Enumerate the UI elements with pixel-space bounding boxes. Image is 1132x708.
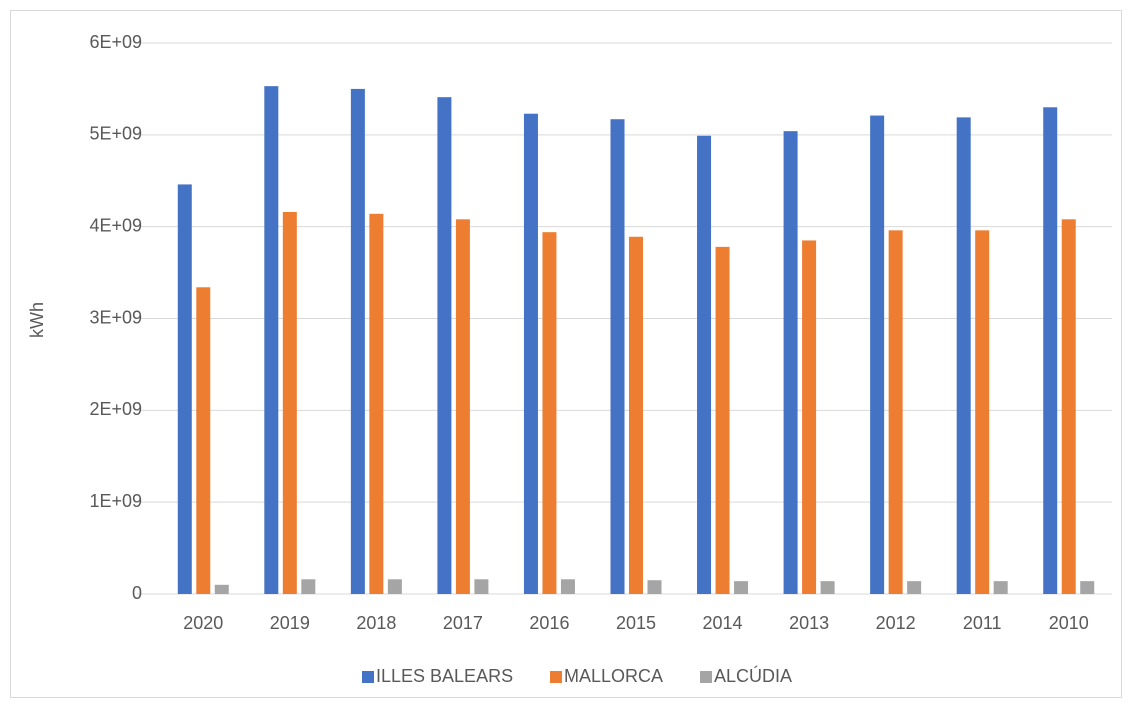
y-tick-label: 3E+09 bbox=[89, 307, 142, 327]
bar bbox=[1043, 107, 1058, 595]
bar bbox=[1061, 219, 1076, 594]
x-tick-label: 2015 bbox=[616, 613, 656, 633]
legend-swatch bbox=[550, 671, 562, 683]
bar bbox=[177, 184, 192, 594]
legend-swatch bbox=[700, 671, 712, 683]
bar bbox=[993, 581, 1008, 594]
x-tick-label: 2014 bbox=[703, 613, 743, 633]
bar bbox=[196, 287, 211, 594]
bar bbox=[629, 236, 643, 595]
bar bbox=[647, 580, 662, 594]
bar bbox=[369, 213, 384, 594]
y-tick-label: 6E+09 bbox=[89, 32, 142, 52]
bar bbox=[956, 117, 971, 594]
bar bbox=[264, 86, 279, 594]
legend-swatch bbox=[362, 671, 374, 683]
bar bbox=[455, 219, 470, 594]
bar bbox=[734, 581, 749, 594]
x-tick-label: 2019 bbox=[270, 613, 310, 633]
bar bbox=[523, 113, 538, 594]
y-tick-label: 2E+09 bbox=[89, 399, 142, 419]
x-tick-label: 2017 bbox=[443, 613, 483, 633]
bar bbox=[387, 579, 402, 594]
y-tick-label: 4E+09 bbox=[89, 215, 142, 235]
y-tick-label: 0 bbox=[132, 583, 142, 603]
x-tick-label: 2011 bbox=[963, 613, 1002, 633]
bar bbox=[820, 581, 835, 594]
bar bbox=[907, 581, 922, 594]
bar bbox=[474, 579, 489, 594]
bar bbox=[802, 240, 817, 595]
bar bbox=[715, 246, 730, 594]
y-tick-label: 1E+09 bbox=[89, 491, 142, 511]
bar bbox=[870, 115, 885, 594]
bar bbox=[301, 579, 316, 594]
x-tick-label: 2012 bbox=[876, 613, 916, 633]
bar bbox=[1080, 581, 1095, 594]
bar bbox=[542, 232, 557, 594]
legend-label: ALCÚDIA bbox=[714, 665, 792, 686]
y-tick-label: 5E+09 bbox=[89, 124, 142, 144]
bar bbox=[888, 230, 903, 594]
bar bbox=[560, 579, 575, 594]
legend-label: ILLES BALEARS bbox=[376, 666, 513, 686]
x-tick-label: 2016 bbox=[529, 613, 569, 633]
bar bbox=[783, 131, 798, 594]
bar bbox=[975, 230, 990, 594]
bar bbox=[697, 135, 712, 595]
bar bbox=[610, 119, 625, 594]
bar bbox=[282, 211, 297, 594]
bar bbox=[214, 584, 229, 594]
legend-label: MALLORCA bbox=[564, 666, 663, 686]
x-tick-label: 2013 bbox=[789, 613, 829, 633]
x-tick-label: 2018 bbox=[356, 613, 396, 633]
bar bbox=[437, 97, 452, 594]
bar bbox=[350, 88, 365, 595]
y-axis-title: kWh bbox=[27, 302, 47, 338]
x-tick-label: 2020 bbox=[183, 613, 223, 633]
x-tick-label: 2010 bbox=[1049, 613, 1089, 633]
